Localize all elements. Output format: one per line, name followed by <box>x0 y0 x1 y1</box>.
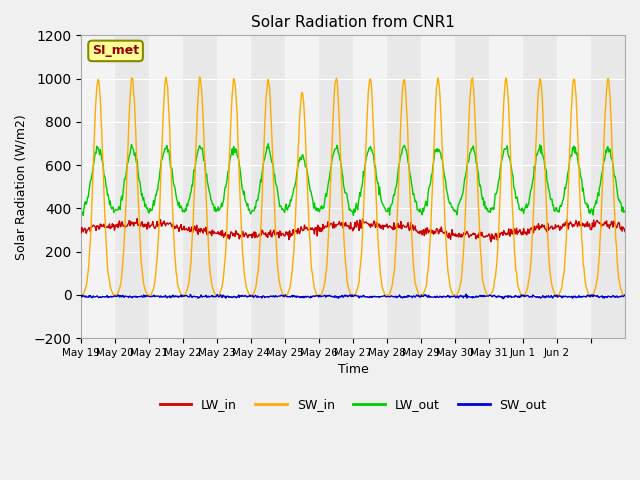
LW_out <box>79 213 87 218</box>
LW_out <box>142 202 150 207</box>
LW_in <box>487 239 495 245</box>
Bar <box>421 36 455 338</box>
SW_out <box>621 292 629 298</box>
LW_out <box>269 164 277 169</box>
SW_in <box>621 292 629 298</box>
LW_out <box>77 207 85 213</box>
Y-axis label: Solar Radiation (W/m2): Solar Radiation (W/m2) <box>15 114 28 260</box>
SW_in <box>242 281 250 287</box>
SW_out <box>499 296 507 301</box>
SW_out <box>77 293 85 299</box>
SW_in <box>440 198 448 204</box>
SW_out <box>141 294 149 300</box>
SW_in <box>77 292 85 298</box>
SW_out <box>440 293 447 299</box>
Bar <box>149 36 183 338</box>
SW_in <box>269 151 276 157</box>
Title: Solar Radiation from CNR1: Solar Radiation from CNR1 <box>251 15 455 30</box>
SW_in <box>141 287 149 292</box>
LW_out <box>411 194 419 200</box>
LW_out <box>242 199 250 204</box>
SW_out <box>268 293 276 299</box>
Legend: LW_in, SW_in, LW_out, SW_out: LW_in, SW_in, LW_out, SW_out <box>155 393 552 416</box>
SW_out <box>241 293 249 299</box>
Text: SI_met: SI_met <box>92 45 139 58</box>
X-axis label: Time: Time <box>338 363 369 376</box>
Bar <box>217 36 251 338</box>
LW_in <box>440 229 448 235</box>
SW_in <box>289 256 297 262</box>
SW_out <box>462 291 470 297</box>
LW_in <box>133 216 141 221</box>
SW_in <box>410 265 417 271</box>
LW_out <box>621 208 629 214</box>
Bar <box>557 36 591 338</box>
Line: SW_out: SW_out <box>81 294 625 299</box>
LW_in <box>621 229 629 235</box>
Line: LW_out: LW_out <box>81 144 625 216</box>
Bar <box>353 36 387 338</box>
LW_in <box>142 221 150 227</box>
LW_in <box>242 230 250 236</box>
LW_in <box>269 230 276 236</box>
Line: SW_in: SW_in <box>81 77 625 295</box>
LW_out <box>264 141 272 147</box>
Bar <box>285 36 319 338</box>
Bar <box>489 36 523 338</box>
SW_out <box>409 294 417 300</box>
LW_in <box>289 227 297 232</box>
LW_in <box>77 230 85 236</box>
Line: LW_in: LW_in <box>81 218 625 242</box>
LW_in <box>410 228 417 233</box>
Bar <box>81 36 115 338</box>
LW_out <box>290 185 298 191</box>
SW_out <box>289 294 296 300</box>
SW_in <box>196 74 204 80</box>
LW_out <box>441 175 449 180</box>
